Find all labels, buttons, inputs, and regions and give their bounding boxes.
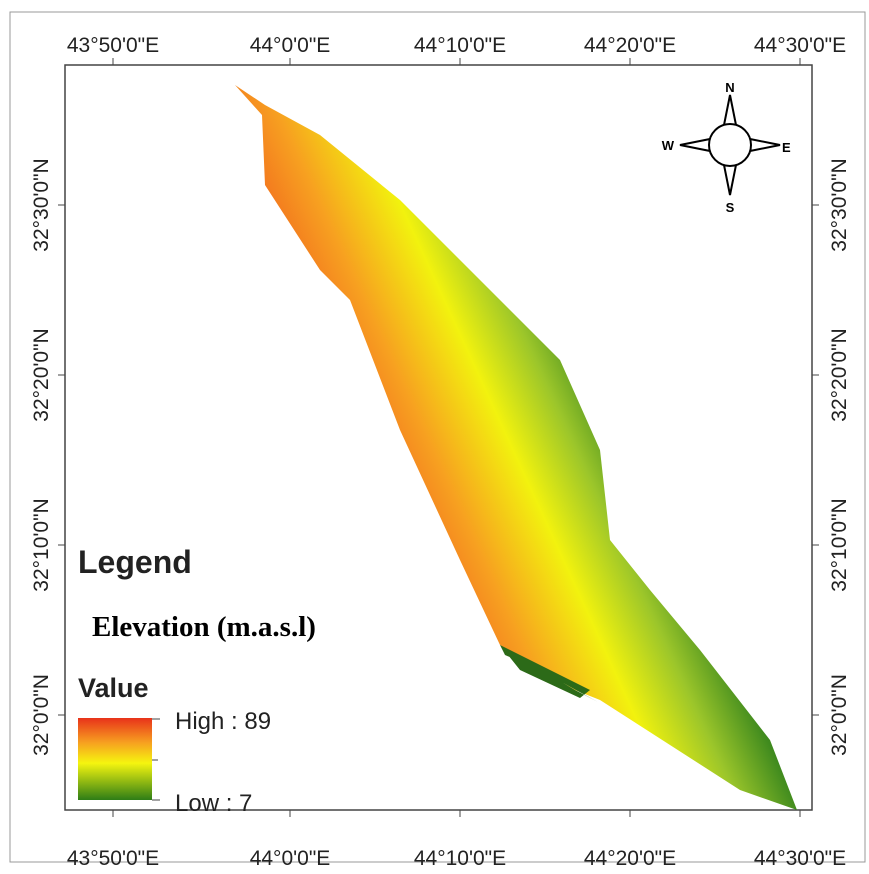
bottom-label: 44°30'0"E: [754, 847, 846, 870]
legend-low: Low : 7: [175, 790, 252, 817]
legend-ramp: [78, 718, 152, 800]
compass-e: E: [782, 140, 791, 155]
left-label: 32°10'0"N: [30, 498, 53, 591]
outer-frame: [9, 11, 866, 863]
top-label: 44°30'0"E: [754, 34, 846, 57]
compass-w: W: [662, 138, 675, 153]
top-label: 44°10'0"E: [414, 34, 506, 57]
top-label: 44°20'0"E: [584, 34, 676, 57]
elevation-raster: [235, 85, 797, 810]
left-label: 32°20'0"N: [30, 328, 53, 421]
graticule-ticks: [58, 58, 819, 817]
top-label: 44°0'0"E: [250, 34, 331, 57]
compass-n: N: [725, 80, 734, 95]
legend-layer: Elevation (m.a.s.l): [92, 611, 316, 643]
compass-s: S: [726, 200, 735, 215]
right-label: 32°30'0"N: [828, 158, 851, 251]
left-label: 32°0'0"N: [30, 674, 53, 756]
legend-high: High : 89: [175, 708, 271, 735]
bottom-label: 44°20'0"E: [584, 847, 676, 870]
left-label: 32°30'0"N: [30, 158, 53, 251]
legend-title: Legend: [78, 544, 192, 580]
top-label: 43°50'0"E: [67, 34, 159, 57]
coordinate-labels: 43°50'0"E 43°50'0"E 44°0'0"E 44°0'0"E 44°10'…: [30, 34, 851, 870]
right-label: 32°20'0"N: [828, 328, 851, 421]
low-patch: [500, 645, 598, 702]
bottom-label: 44°10'0"E: [414, 847, 506, 870]
bottom-label: 44°0'0"E: [250, 847, 331, 870]
legend-field: Value: [78, 673, 149, 703]
right-label: 32°10'0"N: [828, 498, 851, 591]
bottom-label: 43°50'0"E: [67, 847, 159, 870]
north-arrow: N S W E: [662, 80, 791, 215]
right-label: 32°0'0"N: [828, 674, 851, 756]
